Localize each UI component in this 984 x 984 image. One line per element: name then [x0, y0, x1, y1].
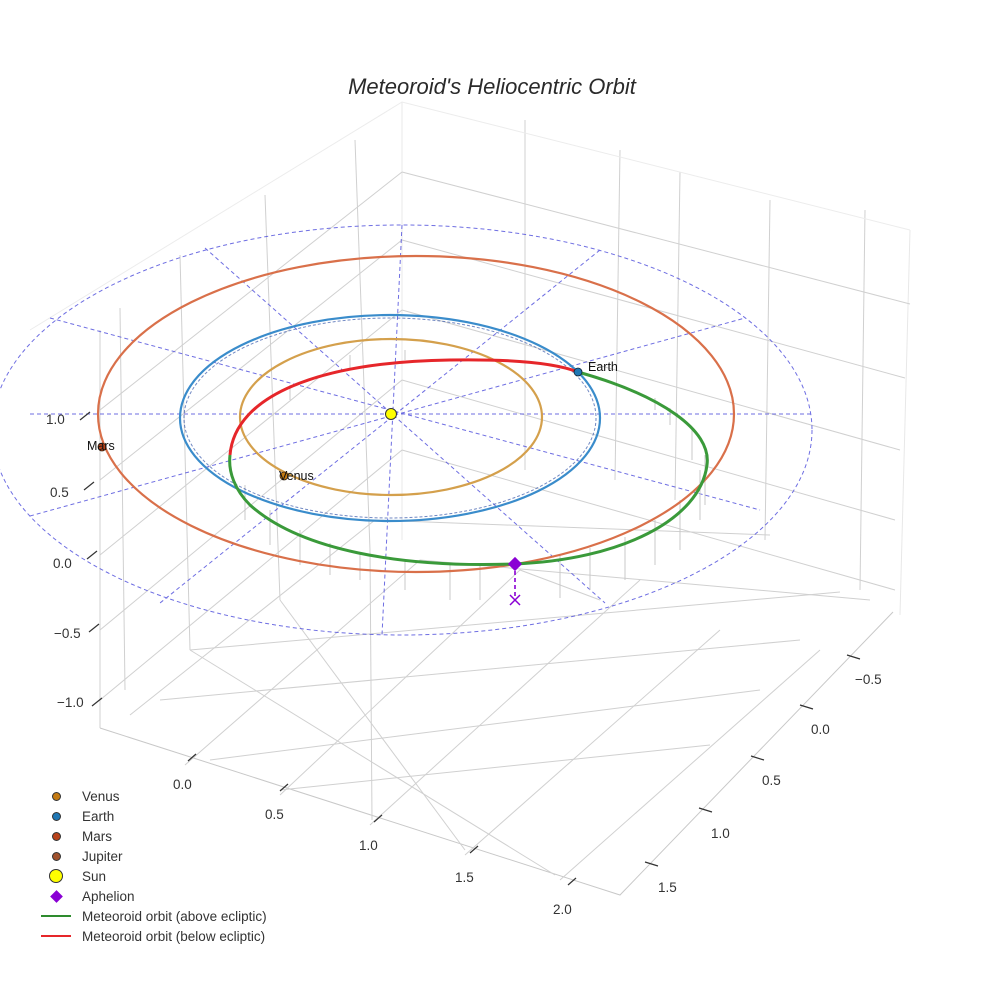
sun-marker[interactable] [385, 408, 397, 420]
legend-label: Jupiter [82, 848, 123, 864]
venus-dot-icon [51, 791, 61, 801]
z-tick-5: −1.0 [57, 695, 84, 710]
legend-item-earth[interactable]: Earth [36, 806, 267, 826]
legend-label: Aphelion [82, 888, 135, 904]
z-tick-4: −0.5 [54, 626, 81, 641]
mars-orbit [96, 254, 736, 574]
legend-item-orbit-below[interactable]: Meteoroid orbit (below ecliptic) [36, 926, 267, 946]
legend-item-sun[interactable]: Sun [36, 866, 267, 886]
legend-item-orbit-above[interactable]: Meteoroid orbit (above ecliptic) [36, 906, 267, 926]
y-axis [644, 654, 861, 867]
aphelion-marker[interactable] [507, 556, 523, 572]
z-axis [79, 411, 103, 707]
x-tick-5: 2.0 [553, 902, 572, 917]
y-tick-4: 1.0 [711, 826, 730, 841]
earth-orbit [178, 313, 602, 523]
x-tick-1: 0.0 [173, 777, 192, 792]
venus-orbit [238, 337, 544, 497]
earth-orbit-dashed [183, 317, 597, 519]
diamond-icon [49, 889, 63, 903]
z-tick-2: 0.5 [50, 485, 69, 500]
x-axis [187, 753, 577, 886]
y-tick-5: 1.5 [658, 880, 677, 895]
z-tick-3: 0.0 [53, 556, 72, 571]
x-tick-4: 1.5 [455, 870, 474, 885]
sun-dot-icon [49, 869, 63, 883]
earth-dot-icon [51, 811, 61, 821]
mars-marker[interactable] [97, 442, 107, 452]
legend-label: Earth [82, 808, 115, 824]
legend-label: Mars [82, 828, 112, 844]
y-tick-2: 0.0 [811, 722, 830, 737]
legend-item-venus[interactable]: Venus [36, 786, 267, 806]
z-tick-1: 1.0 [46, 412, 65, 427]
meteoroid-orbit-below [228, 358, 579, 456]
legend-label: Sun [82, 868, 107, 884]
legend-item-jupiter[interactable]: Jupiter [36, 846, 267, 866]
chart-title: Meteoroid's Heliocentric Orbit [348, 74, 636, 99]
green-line-icon [41, 914, 71, 918]
x-tick-3: 1.0 [359, 838, 378, 853]
legend-label: Meteoroid orbit (below ecliptic) [82, 928, 266, 944]
aphelion-projection-x-icon [509, 594, 521, 606]
mars-dot-icon [51, 831, 61, 841]
y-tick-3: 0.5 [762, 773, 781, 788]
x-tick-2: 0.5 [265, 807, 284, 822]
venus-label: Venus [279, 469, 314, 483]
mars-label: Mars [87, 439, 115, 453]
legend-label: Meteoroid orbit (above ecliptic) [82, 908, 267, 924]
earth-marker[interactable] [573, 367, 583, 377]
legend-item-aphelion[interactable]: Aphelion [36, 886, 267, 906]
venus-marker[interactable] [279, 471, 289, 481]
jupiter-dot-icon [51, 851, 61, 861]
legend-item-mars[interactable]: Mars [36, 826, 267, 846]
y-tick-1: −0.5 [855, 672, 882, 687]
legend: Venus Earth Mars Jupiter Sun Aphelion Me… [36, 786, 267, 946]
meteoroid-orbit-above [228, 370, 709, 566]
red-line-icon [41, 934, 71, 938]
earth-label: Earth [588, 360, 618, 374]
drop-lines [244, 350, 706, 600]
legend-label: Venus [82, 788, 120, 804]
